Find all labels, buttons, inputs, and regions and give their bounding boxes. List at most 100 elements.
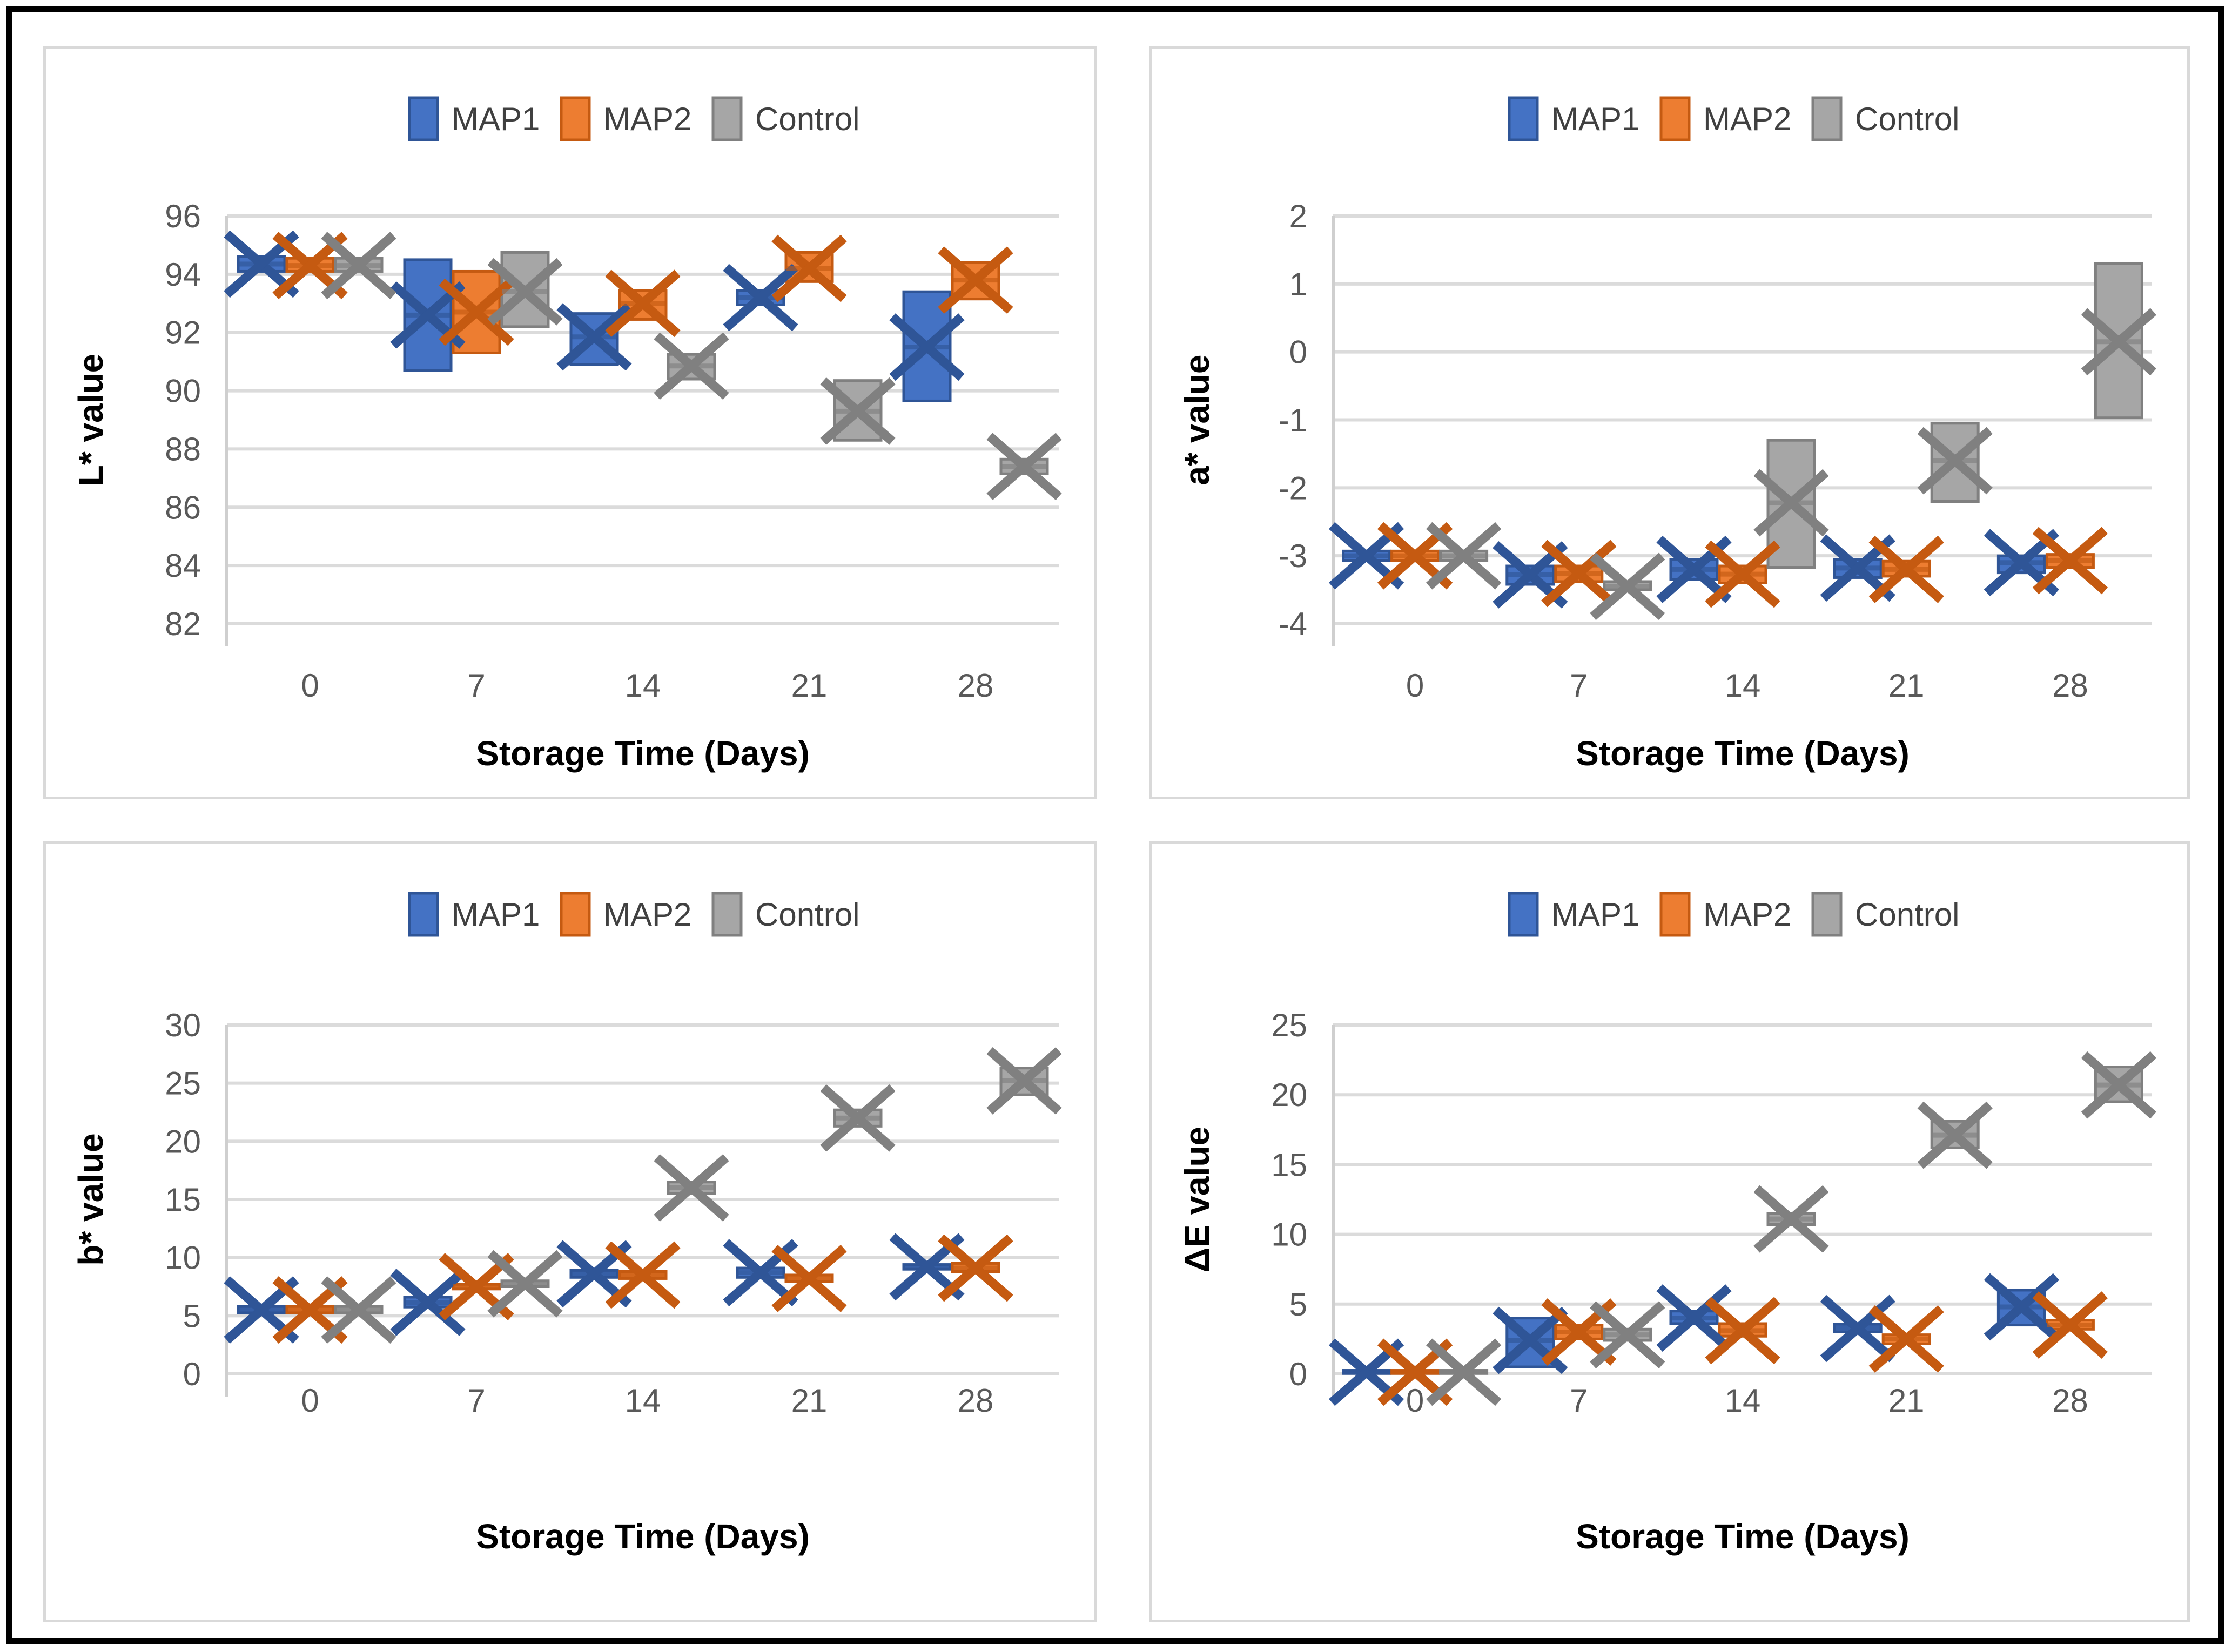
mean-x-marker-control-day14: [1753, 1185, 1829, 1253]
mean-x-marker-map2-day28: [2032, 527, 2108, 595]
x-category-label: 7: [467, 1383, 485, 1419]
mean-x-marker-map2-day21: [1868, 1305, 1944, 1373]
x-category-label: 14: [1725, 1383, 1761, 1419]
mean-x-marker-control-day7: [1590, 1301, 1665, 1369]
legend-label-control: Control: [755, 101, 859, 137]
x-category-label: 21: [1888, 1383, 1925, 1419]
mean-x-marker-map2-day14: [1705, 1297, 1780, 1365]
legend-swatch-map1: [1508, 96, 1539, 141]
mean-x-marker-map1-day21: [723, 264, 798, 332]
x-category-label: 21: [791, 667, 828, 704]
a-value-chart-panel: -4 -3 -2 -1 0 1 2 0 7 14 21 28 Storage Time (Days) a*…: [1149, 46, 2190, 799]
y-tick-label: 2: [1289, 198, 1307, 234]
mean-x-marker-control-day14: [654, 332, 729, 400]
legend-label-control: Control: [1855, 101, 1959, 137]
legend-swatch-map1: [408, 892, 439, 937]
mean-x-marker-map2-day21: [771, 234, 847, 302]
y-tick-label: 94: [165, 257, 201, 293]
legend-label-control: Control: [755, 896, 859, 933]
mean-x-marker-control-day28: [2081, 308, 2156, 376]
y-tick-label: 96: [165, 198, 201, 234]
y-tick-label: 15: [165, 1182, 201, 1218]
y-tick-label: 90: [165, 373, 201, 409]
b-value-chart: 0 5 10 15 20 25 30 0 7 14 21 28 Storage Time (Days) b…: [71, 892, 1062, 1556]
legend-label-map1: MAP1: [452, 101, 540, 137]
a-value-chart: -4 -3 -2 -1 0 1 2 0 7 14 21 28 Storage Time (Days) a*…: [1178, 96, 2156, 773]
x-category-label: 0: [301, 1383, 319, 1419]
legend-label-map1: MAP1: [1551, 896, 1639, 933]
y-axis-title: a* value: [1178, 355, 1216, 486]
mean-x-marker-control-day28: [2081, 1051, 2156, 1119]
y-tick-label: 25: [165, 1066, 201, 1102]
legend-label-map2: MAP2: [1703, 101, 1791, 137]
delta-e-chart-panel: 0 5 10 15 20 25 0 7 14 21 28 Storage Time (Days) ΔE …: [1149, 841, 2190, 1622]
y-tick-label: -2: [1279, 470, 1307, 506]
y-tick-label: 5: [183, 1298, 201, 1334]
mean-x-marker-control-day28: [986, 1047, 1062, 1115]
y-tick-label: 20: [165, 1123, 201, 1159]
y-tick-label: 1: [1289, 266, 1307, 302]
legend-label-control: Control: [1855, 896, 1959, 933]
mean-x-marker-map2-day14: [1705, 540, 1780, 608]
mean-x-marker-control-day21: [1917, 427, 1993, 495]
x-category-label: 14: [625, 667, 661, 704]
b-value-chart-panel: 0 5 10 15 20 25 30 0 7 14 21 28 Storage Time (Days) b…: [43, 841, 1097, 1622]
mean-x-marker-map1-day7: [1493, 1306, 1568, 1374]
y-tick-label: -3: [1279, 538, 1307, 574]
y-tick-label: 88: [165, 431, 201, 467]
legend-swatch-map1: [1508, 892, 1539, 937]
x-category-label: 7: [1570, 667, 1588, 704]
y-tick-label: 0: [183, 1356, 201, 1392]
l-value-chart: 82 84 86 88 90 92 94 96 0 7 14 21 28 Storage Time (Da…: [71, 96, 1062, 773]
mean-x-marker-control-day0: [321, 232, 396, 300]
y-tick-label: -1: [1279, 402, 1307, 439]
x-axis-title: Storage Time (Days): [476, 734, 810, 773]
mean-x-marker-control-day14: [1753, 469, 1829, 537]
mean-x-marker-map1-day28: [889, 313, 965, 381]
mean-x-marker-control-day21: [1917, 1101, 1993, 1169]
mean-x-marker-map2-day7: [1541, 540, 1617, 608]
mean-x-marker-map2-day21: [771, 1245, 847, 1312]
y-tick-label: 25: [1271, 1007, 1307, 1043]
figure-outer-border: [6, 6, 2224, 1644]
mean-x-marker-control-day7: [1590, 552, 1665, 621]
y-axis-title: ΔE value: [1178, 1127, 1216, 1272]
x-category-label: 21: [1888, 667, 1925, 704]
x-category-label: 21: [791, 1383, 828, 1419]
y-axis-title: b* value: [71, 1133, 110, 1265]
x-axis-title: Storage Time (Days): [1576, 1517, 1910, 1556]
legend-swatch-map2: [560, 892, 591, 937]
x-category-label: 7: [1570, 1383, 1588, 1419]
legend-label-map2: MAP2: [1703, 896, 1791, 933]
y-tick-label: 30: [165, 1007, 201, 1043]
x-category-label: 0: [1406, 667, 1424, 704]
x-category-label: 28: [958, 1383, 994, 1419]
x-category-label: 7: [467, 667, 485, 704]
legend-label-map2: MAP2: [603, 896, 691, 933]
legend-swatch-control: [1811, 892, 1843, 937]
y-tick-label: 92: [165, 315, 201, 351]
x-category-label: 0: [301, 667, 319, 704]
l-value-chart-panel: 82 84 86 88 90 92 94 96 0 7 14 21 28 Storage Time (Da…: [43, 46, 1097, 799]
legend-swatch-control: [711, 96, 743, 141]
mean-x-marker-control-day7: [487, 258, 563, 326]
x-category-label: 28: [2052, 667, 2088, 704]
legend-swatch-map2: [1659, 96, 1691, 141]
mean-x-marker-control-day7: [487, 1250, 563, 1318]
mean-x-marker-map2-day14: [605, 269, 681, 338]
mean-x-marker-map1-day28: [1984, 1273, 2059, 1341]
y-tick-label: 82: [165, 606, 201, 642]
mean-x-marker-map2-day28: [938, 246, 1013, 314]
y-tick-label: 10: [165, 1240, 201, 1276]
legend-swatch-map2: [560, 96, 591, 141]
x-axis-title: Storage Time (Days): [1576, 734, 1910, 773]
legend-swatch-control: [1811, 96, 1843, 141]
mean-x-marker-map2-day14: [605, 1241, 681, 1309]
y-axis-title: L* value: [71, 354, 110, 486]
legend-swatch-control: [711, 892, 743, 937]
y-tick-label: 5: [1289, 1286, 1307, 1323]
y-tick-label: 10: [1271, 1217, 1307, 1253]
mean-x-marker-map1-day7: [390, 1269, 466, 1336]
mean-x-marker-map2-day7: [439, 278, 514, 346]
x-category-label: 14: [1725, 667, 1761, 704]
